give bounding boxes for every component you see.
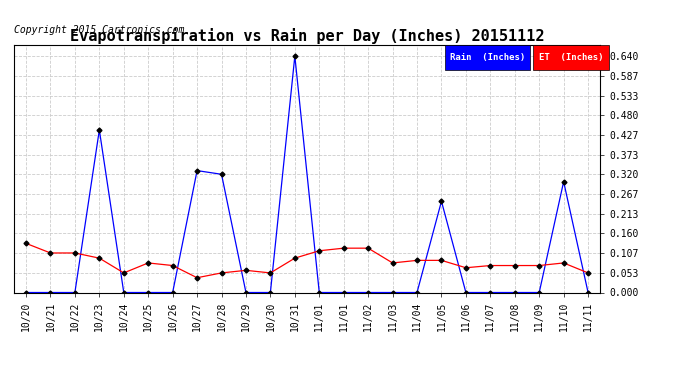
Title: Evapotranspiration vs Rain per Day (Inches) 20151112: Evapotranspiration vs Rain per Day (Inch… xyxy=(70,28,544,44)
FancyBboxPatch shape xyxy=(533,45,609,70)
Text: Copyright 2015 Cartronics.com: Copyright 2015 Cartronics.com xyxy=(14,25,184,35)
Text: ET  (Inches): ET (Inches) xyxy=(539,53,603,62)
FancyBboxPatch shape xyxy=(445,45,530,70)
Text: Rain  (Inches): Rain (Inches) xyxy=(450,53,525,62)
